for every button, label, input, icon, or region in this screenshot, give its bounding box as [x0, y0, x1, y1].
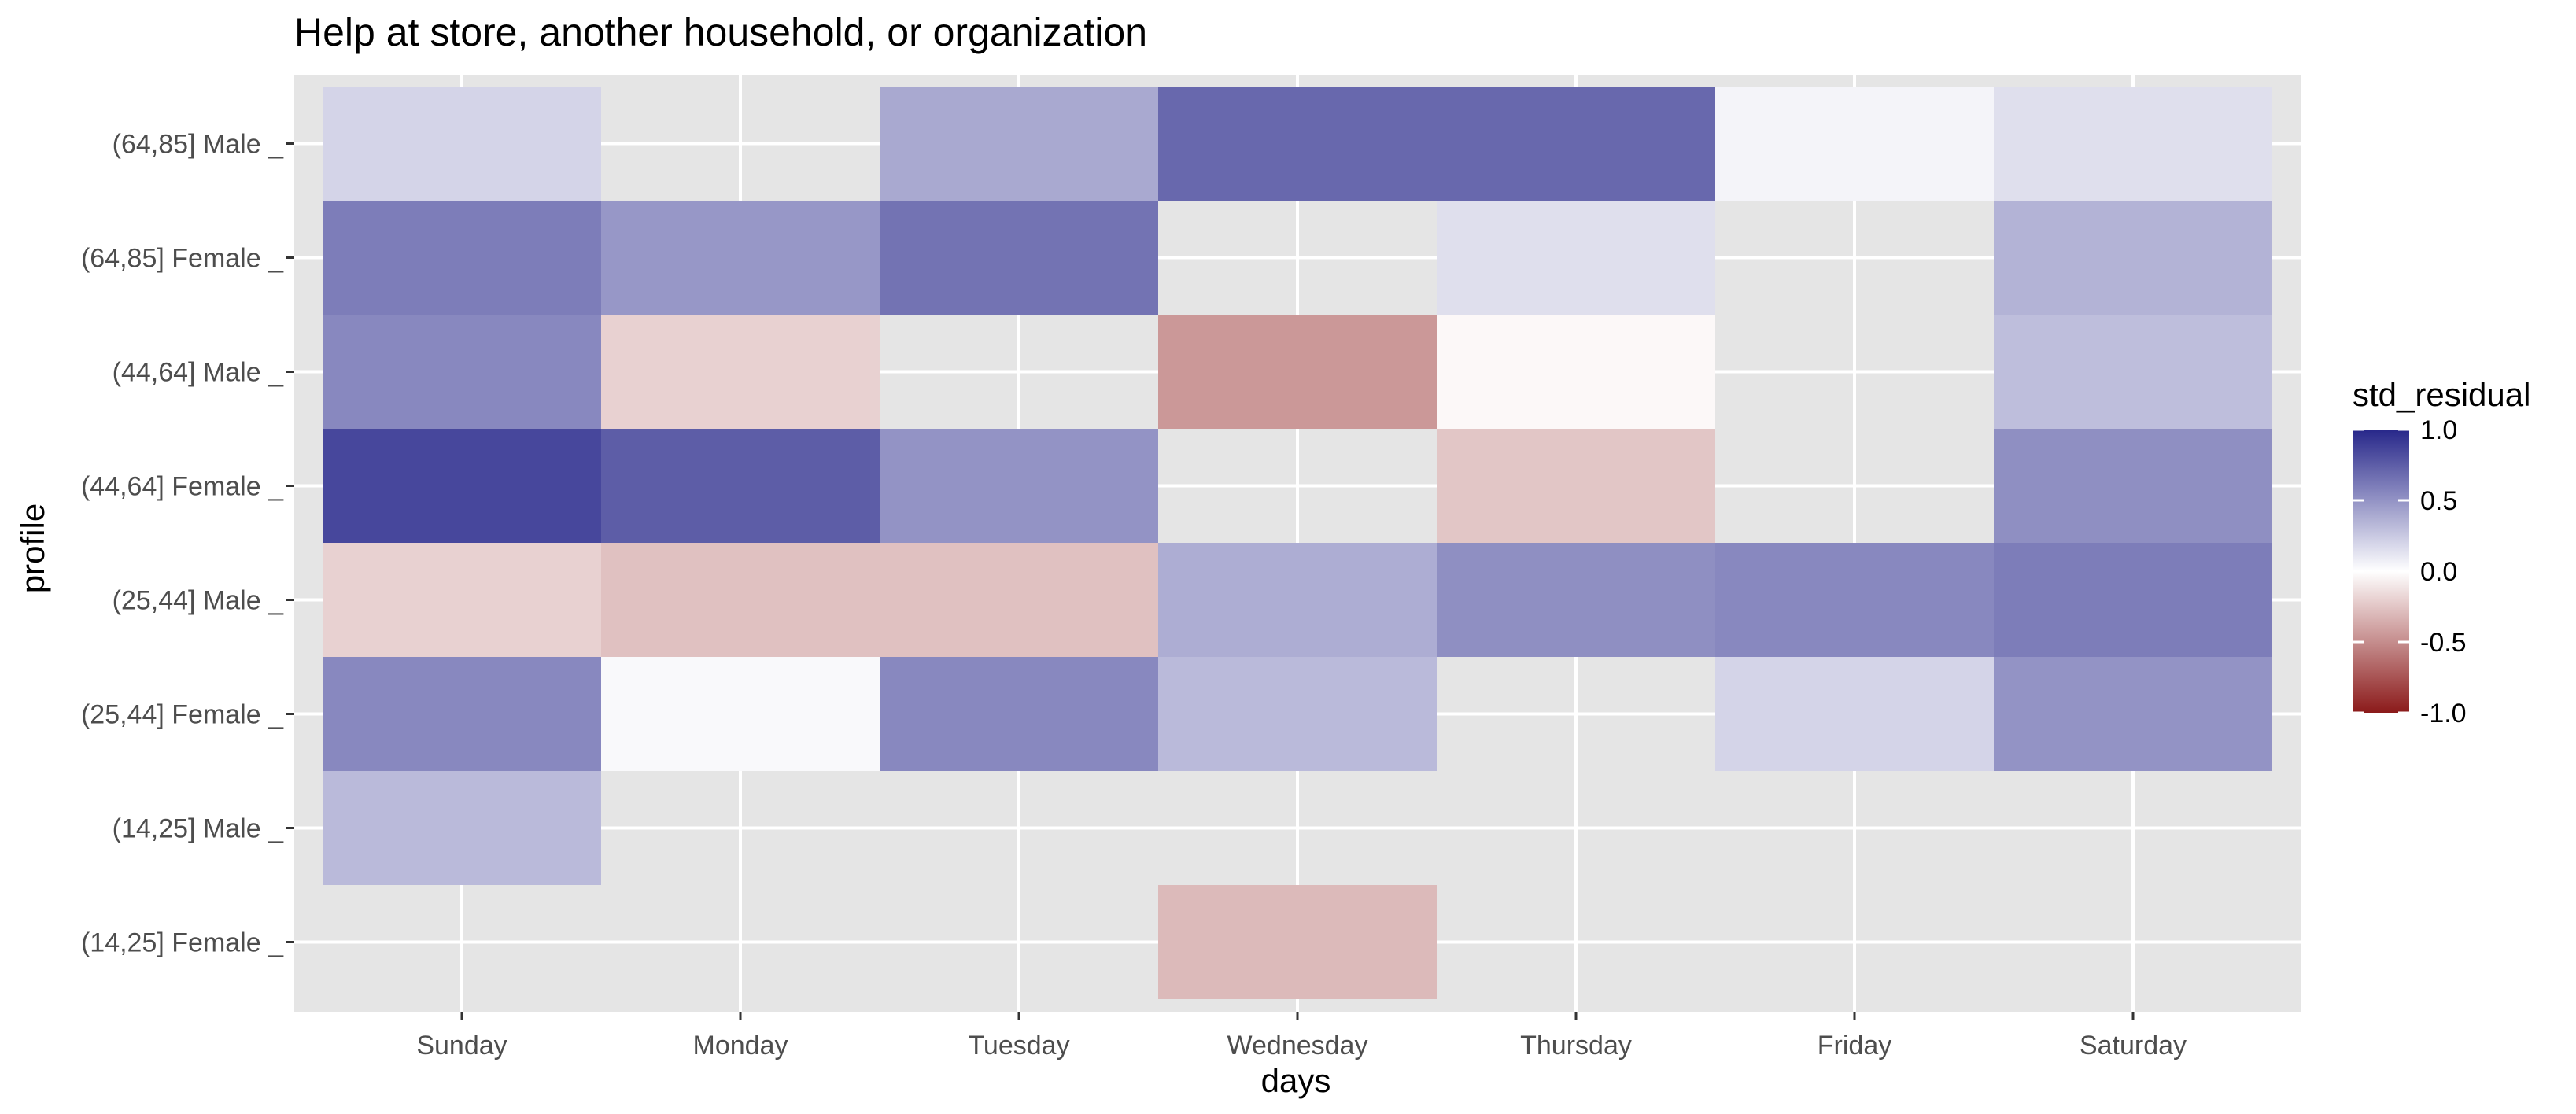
cell-saturday-44-64-male	[1994, 315, 2272, 429]
cell-wednesday-25-44-male	[1158, 543, 1437, 657]
cell-sunday-44-64-female	[323, 429, 601, 543]
chart-title: Help at store, another household, or org…	[294, 10, 1147, 54]
legend-label: 1.0	[2420, 415, 2457, 445]
x-axis-title: days	[1261, 1062, 1331, 1099]
y-tick-label-44-64-female: (44,64] Female _	[81, 472, 284, 502]
cell-thursday-64-85-female	[1437, 201, 1715, 315]
cell-thursday-44-64-male	[1437, 315, 1715, 429]
cell-monday-25-44-male	[601, 543, 880, 657]
legend-label: 0.5	[2420, 486, 2457, 516]
y-tick-label-25-44-female: (25,44] Female _	[81, 700, 284, 730]
legend-label: -0.5	[2420, 628, 2467, 658]
color-legend: std_residual 1.0 0.5 0.0 -0.5 -1.0	[2353, 376, 2530, 729]
cell-tuesday-25-44-female	[880, 657, 1158, 771]
cell-wednesday-64-85-male	[1158, 87, 1437, 201]
cell-tuesday-25-44-male	[880, 543, 1158, 657]
cell-monday-44-64-male	[601, 315, 880, 429]
legend-label: -1.0	[2420, 699, 2467, 729]
cell-saturday-25-44-female	[1994, 657, 2272, 771]
x-tick-label-tuesday: Tuesday	[968, 1031, 1069, 1061]
y-tick-label-44-64-male: (44,64] Male _	[113, 358, 284, 388]
cell-thursday-44-64-female	[1437, 429, 1715, 543]
cell-saturday-25-44-male	[1994, 543, 2272, 657]
cell-saturday-64-85-male	[1994, 87, 2272, 201]
y-tick-label-14-25-male: (14,25] Male _	[113, 814, 284, 844]
cell-monday-25-44-female	[601, 657, 880, 771]
y-tick-label-64-85-female: (64,85] Female _	[81, 244, 284, 274]
y-tick-label-25-44-male: (25,44] Male _	[113, 586, 284, 616]
legend-title: std_residual	[2353, 376, 2530, 413]
cell-sunday-25-44-female	[323, 657, 601, 771]
cell-wednesday-44-64-male	[1158, 315, 1437, 429]
cell-thursday-25-44-male	[1437, 543, 1715, 657]
cell-monday-64-85-female	[601, 201, 880, 315]
x-tick-label-saturday: Saturday	[2080, 1031, 2187, 1061]
cell-saturday-64-85-female	[1994, 201, 2272, 315]
cell-tuesday-64-85-female	[880, 201, 1158, 315]
x-tick-label-wednesday: Wednesday	[1227, 1031, 1368, 1061]
cell-sunday-25-44-male	[323, 543, 601, 657]
y-tick-label-14-25-female: (14,25] Female _	[81, 928, 284, 958]
y-axis-title: profile	[14, 504, 51, 593]
cell-wednesday-25-44-female	[1158, 657, 1437, 771]
cell-saturday-44-64-female	[1994, 429, 2272, 543]
y-axis-ticks: (14,25] Female _ (14,25] Male _ (25,44] Fe…	[81, 130, 294, 958]
cell-tuesday-44-64-female	[880, 429, 1158, 543]
x-tick-label-sunday: Sunday	[416, 1031, 507, 1061]
heatmap-cells	[323, 87, 2272, 999]
x-tick-label-thursday: Thursday	[1520, 1031, 1632, 1061]
cell-sunday-64-85-male	[323, 87, 601, 201]
cell-friday-64-85-male	[1715, 87, 1994, 201]
cell-monday-44-64-female	[601, 429, 880, 543]
cell-sunday-64-85-female	[323, 201, 601, 315]
cell-thursday-64-85-male	[1437, 87, 1715, 201]
cell-sunday-14-25-male	[323, 771, 601, 885]
cell-wednesday-14-25-female	[1158, 885, 1437, 999]
cell-sunday-44-64-male	[323, 315, 601, 429]
x-tick-label-friday: Friday	[1818, 1031, 1891, 1061]
x-tick-label-monday: Monday	[693, 1031, 788, 1061]
legend-label: 0.0	[2420, 557, 2457, 587]
cell-friday-25-44-female	[1715, 657, 1994, 771]
x-axis-ticks: Sunday Monday Tuesday Wednesday Thursday Frid…	[416, 1012, 2187, 1061]
cell-tuesday-64-85-male	[880, 87, 1158, 201]
y-tick-label-64-85-male: (64,85] Male _	[113, 130, 284, 160]
cell-friday-25-44-male	[1715, 543, 1994, 657]
